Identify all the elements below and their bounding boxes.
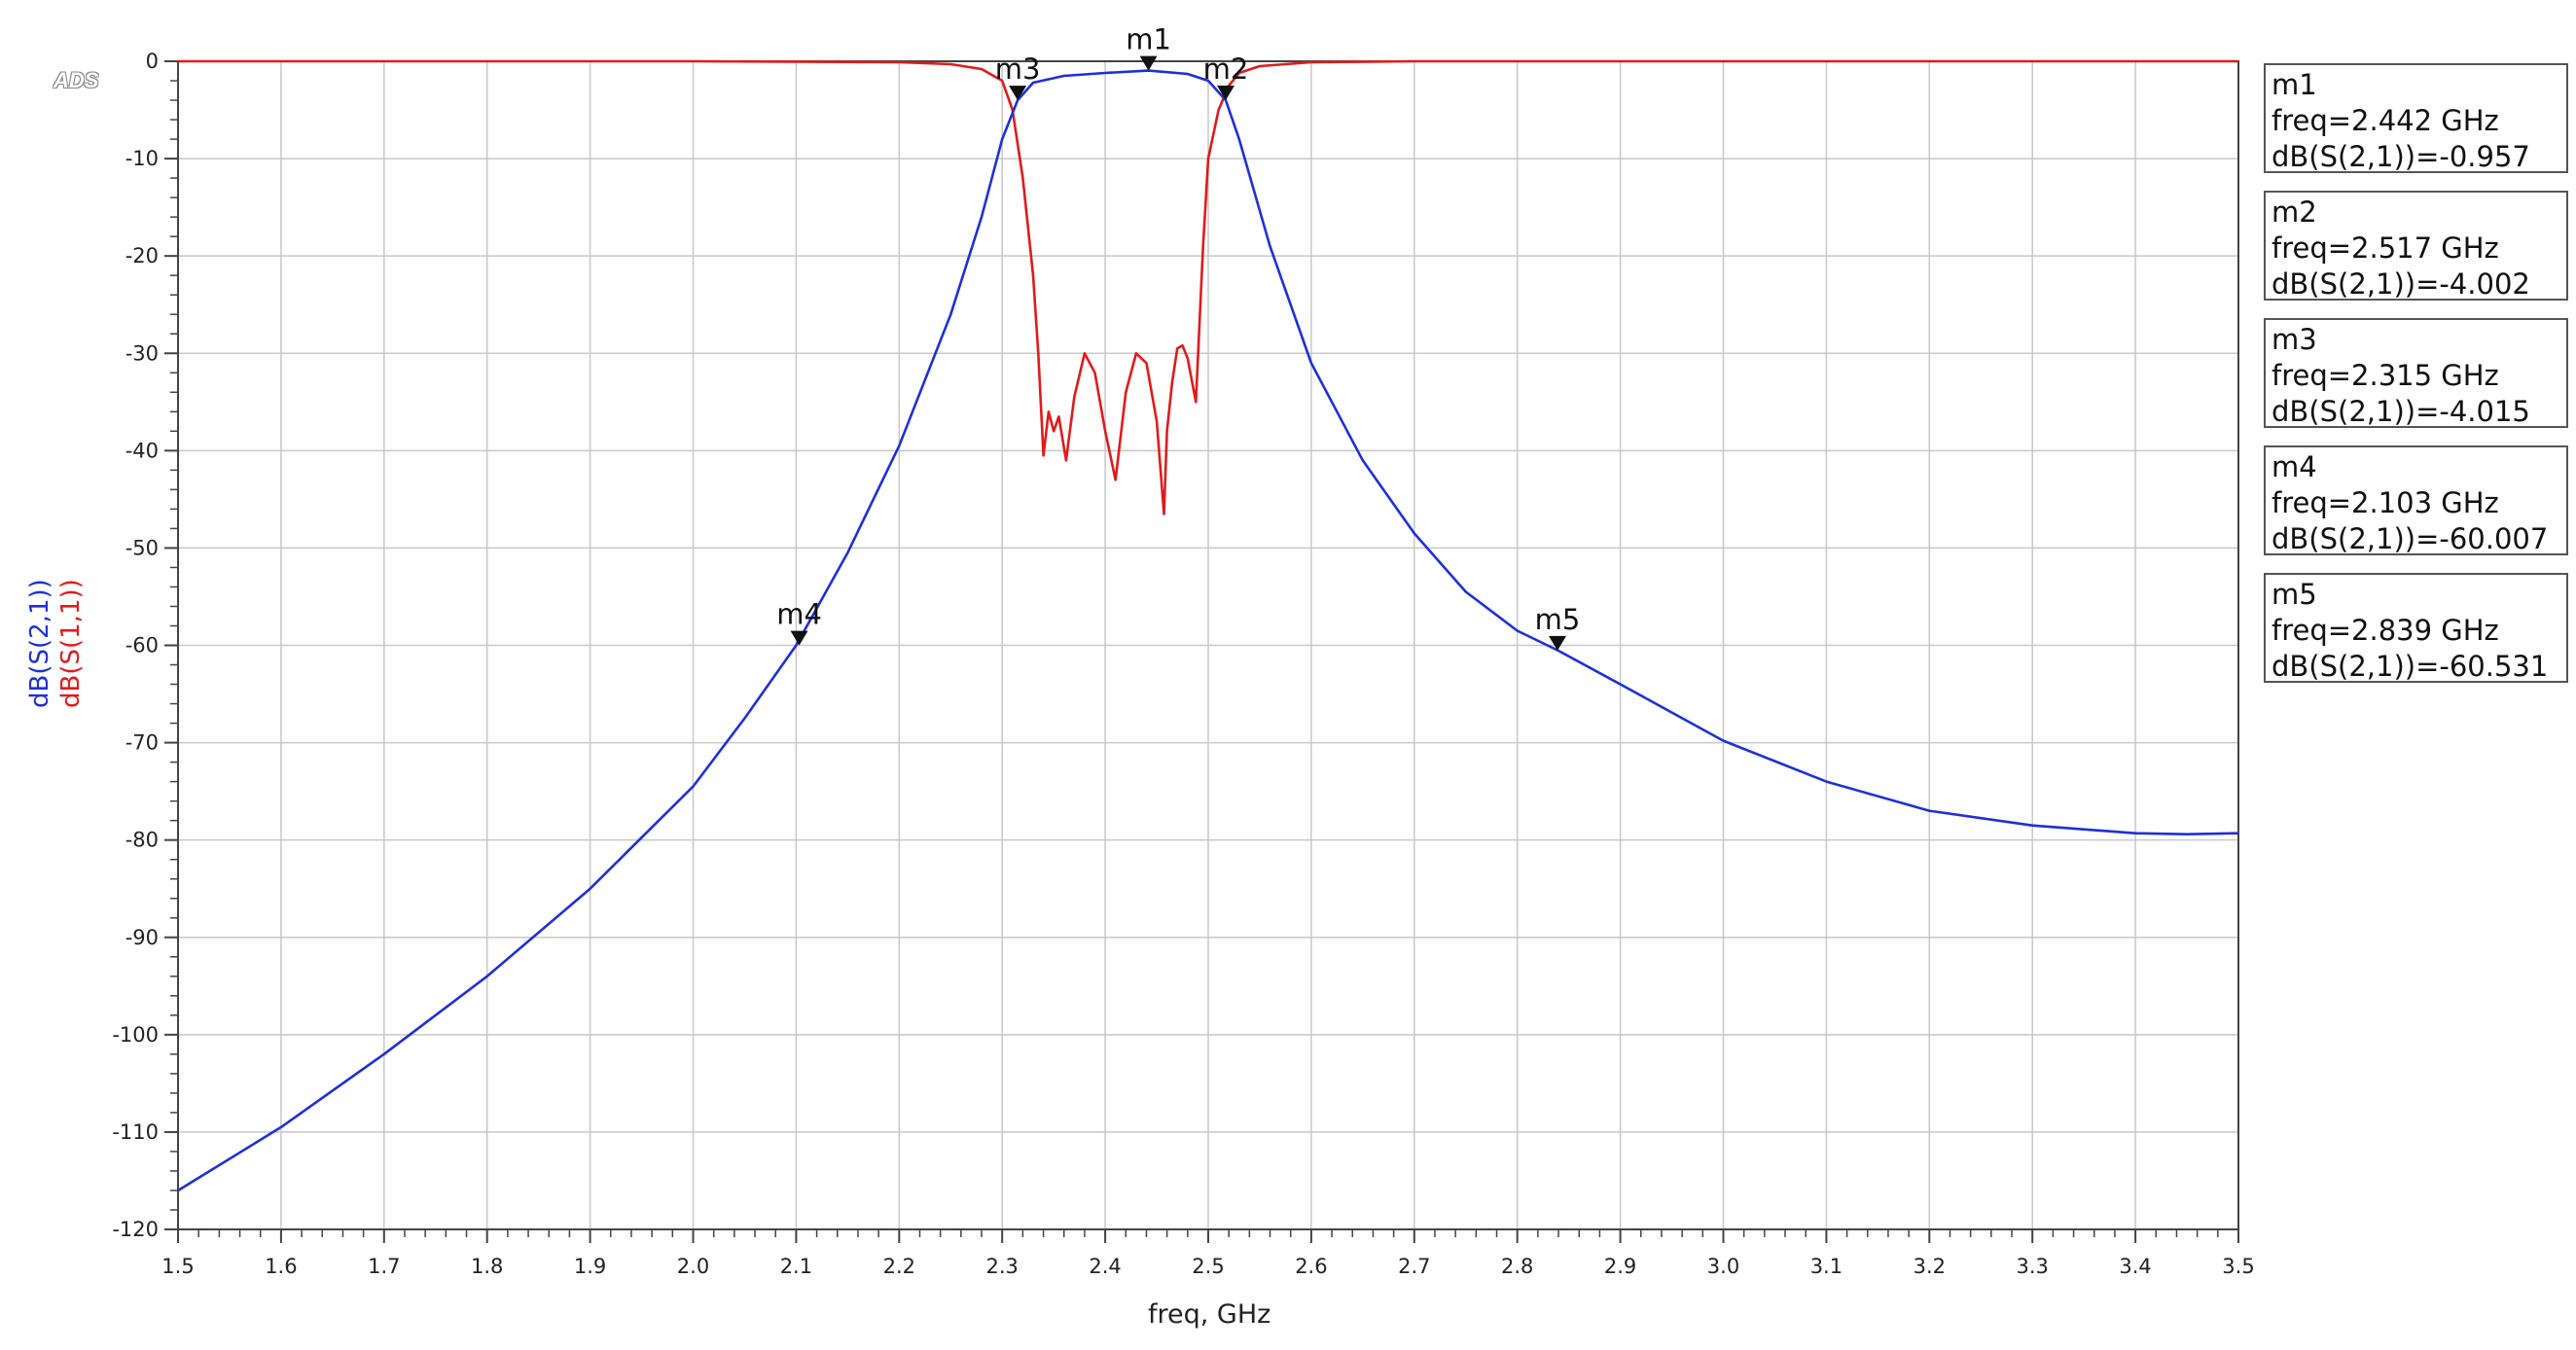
x-tick-label: 1.7: [368, 1255, 400, 1278]
y-axis-title: dB(S(2,1)) dB(S(1,1)): [21, 579, 99, 875]
x-tick-label: 2.1: [780, 1255, 812, 1278]
marker-triangle-m1: [1139, 55, 1158, 71]
x-tick-label: 3.5: [2222, 1255, 2254, 1278]
marker-label-m3: m3: [995, 53, 1041, 86]
marker-readout-name: m2: [2272, 195, 2317, 229]
x-tick-label: 3.4: [2119, 1255, 2151, 1278]
tick-labels: 1.5 1.6 1.7 1.8 1.9 2.0 2.1 2.2 2.3 2.4 2.5 2.6 2.7 2…: [112, 50, 2254, 1278]
x-tick-label: 1.8: [471, 1255, 503, 1278]
y-tick-label: -80: [125, 829, 159, 852]
y-tick-label: -40: [125, 439, 159, 462]
series-lines: [177, 59, 2239, 1192]
x-tick-label: 2.2: [883, 1255, 915, 1278]
marker-readout-value: dB(S(2,1))=-60.531: [2272, 650, 2549, 683]
marker-readout-m5: m5 freq=2.839 GHz dB(S(2,1))=-60.531: [2264, 573, 2568, 683]
marker-label-m1: m1: [1126, 23, 1171, 56]
x-tick-label: 3.1: [1810, 1255, 1843, 1278]
x-tick-label: 2.7: [1398, 1255, 1430, 1278]
marker-readout-value: dB(S(2,1))=-4.015: [2272, 395, 2530, 428]
marker-triangle-m3: [1009, 86, 1027, 101]
x-tick-label: 3.2: [1914, 1255, 1946, 1278]
x-tick-label: 2.5: [1192, 1255, 1224, 1278]
x-axis-title: freq, GHz: [1148, 1299, 1271, 1330]
marker-label-m5: m5: [1535, 603, 1581, 636]
marker-label-m2: m2: [1203, 53, 1249, 86]
marker-readout-freq: freq=2.103 GHz: [2272, 486, 2499, 519]
plot-frame: [177, 60, 2239, 1230]
marker-readout-value: dB(S(2,1))=-0.957: [2272, 140, 2530, 173]
ads-logo: ADS: [54, 68, 99, 92]
x-tick-label: 2.0: [677, 1255, 709, 1278]
x-tick-label: 1.6: [265, 1255, 297, 1278]
y-tick-label: -60: [125, 634, 159, 657]
marker-readout-freq: freq=2.442 GHz: [2272, 104, 2499, 137]
y-tick-label: -90: [125, 926, 159, 949]
marker-readout-freq: freq=2.315 GHz: [2272, 359, 2499, 392]
marker-triangle-m5: [1549, 635, 1567, 651]
marker-readout-value: dB(S(2,1))=-60.007: [2272, 522, 2549, 555]
marker-readout-m2: m2 freq=2.517 GHz dB(S(2,1))=-4.002: [2264, 191, 2568, 301]
marker-readout-value: dB(S(2,1))=-4.002: [2272, 267, 2530, 301]
y-tick-label: 0: [146, 50, 159, 73]
x-tick-label: 1.9: [574, 1255, 606, 1278]
y-tick-label: -100: [112, 1023, 159, 1047]
marker-points: m1 m2 m3 m4 m5: [776, 23, 1580, 651]
y-tick-label: -10: [125, 147, 159, 170]
x-tick-label: 1.5: [161, 1255, 194, 1278]
marker-readout-m1: m1 freq=2.442 GHz dB(S(2,1))=-0.957: [2264, 63, 2568, 173]
y-tick-label: -70: [125, 731, 159, 755]
series-line-s21: [177, 69, 2239, 1192]
x-tick-label: 2.9: [1604, 1255, 1636, 1278]
marker-readout-name: m1: [2272, 68, 2317, 101]
x-tick-label: 2.6: [1295, 1255, 1327, 1278]
x-tick-label: 3.3: [2016, 1255, 2048, 1278]
y-tick-label: -50: [125, 536, 159, 559]
y-tick-label: -120: [112, 1218, 159, 1241]
x-tick-label: 2.8: [1501, 1255, 1533, 1278]
y-tick-label: -20: [125, 244, 159, 267]
x-tick-label: 3.0: [1707, 1255, 1739, 1278]
x-tick-label: 2.3: [985, 1255, 1018, 1278]
x-tick-label: 2.4: [1089, 1255, 1121, 1278]
marker-readout-freq: freq=2.517 GHz: [2272, 231, 2499, 265]
marker-triangle-m4: [790, 630, 808, 646]
grid-lines: [177, 60, 2239, 1230]
marker-readout-m3: m3 freq=2.315 GHz dB(S(2,1))=-4.015: [2264, 318, 2568, 428]
marker-readout-name: m5: [2272, 578, 2317, 611]
y-axis-title-s11: dB(S(1,1)): [56, 579, 86, 708]
marker-label-m4: m4: [776, 598, 822, 631]
y-tick-label: -30: [125, 341, 159, 365]
marker-readout-name: m3: [2272, 323, 2317, 356]
series-line-s11: [178, 59, 2238, 515]
marker-readout-freq: freq=2.839 GHz: [2272, 614, 2499, 647]
marker-triangle-m2: [1217, 86, 1235, 101]
axis-ticks: [164, 60, 2239, 1243]
y-axis-title-s21: dB(S(2,1)): [25, 579, 54, 708]
y-tick-label: -110: [112, 1120, 159, 1144]
marker-readout-m4: m4 freq=2.103 GHz dB(S(2,1))=-60.007: [2264, 445, 2568, 555]
marker-readout-name: m4: [2272, 450, 2317, 483]
